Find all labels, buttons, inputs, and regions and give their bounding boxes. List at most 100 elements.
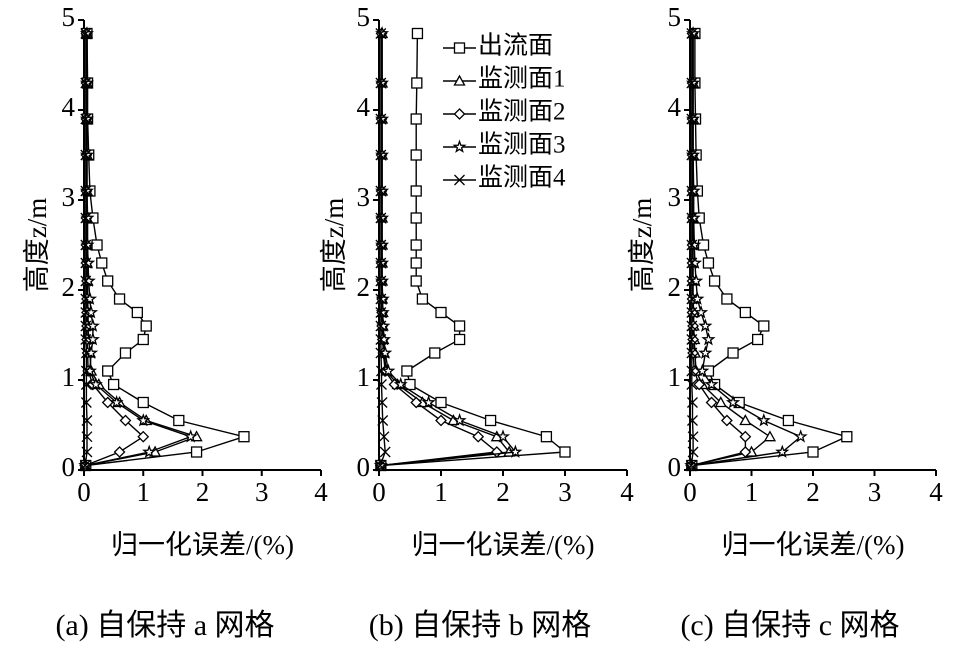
- x-tick-label: 2: [496, 477, 510, 507]
- marker: [686, 334, 698, 345]
- marker: [375, 185, 387, 197]
- marker: [687, 397, 698, 408]
- x-tick-label: 1: [745, 477, 759, 507]
- marker: [508, 444, 523, 458]
- marker: [411, 27, 424, 40]
- marker: [375, 334, 387, 345]
- marker: [375, 347, 387, 359]
- marker: [378, 431, 390, 443]
- marker: [697, 239, 710, 251]
- marker: [739, 430, 752, 443]
- x-tick-label: 3: [255, 477, 269, 507]
- marker: [137, 333, 149, 346]
- legend-label: 监测面3: [478, 131, 566, 159]
- y-tick-label: 5: [668, 2, 682, 32]
- y-tick-label: 4: [62, 92, 76, 122]
- x-tick-label: 3: [868, 477, 882, 507]
- marker: [695, 363, 710, 377]
- x-tick-label: 0: [683, 477, 697, 507]
- marker: [410, 185, 422, 197]
- marker: [687, 446, 699, 458]
- marker: [190, 446, 203, 458]
- marker: [80, 334, 92, 345]
- marker: [435, 396, 447, 409]
- x-axis-label: 归一化误差/(%): [111, 530, 294, 560]
- marker: [81, 446, 93, 458]
- marker: [693, 378, 706, 391]
- marker: [484, 414, 497, 427]
- x-tick-label: 2: [806, 477, 820, 507]
- marker: [686, 275, 698, 287]
- marker: [739, 414, 752, 426]
- marker: [704, 377, 719, 391]
- marker: [375, 212, 387, 224]
- marker: [686, 113, 698, 125]
- marker: [401, 365, 413, 377]
- marker: [411, 77, 423, 89]
- marker: [758, 320, 770, 332]
- y-tick-label: 3: [668, 182, 682, 212]
- marker: [375, 320, 387, 332]
- x-tick-label: 0: [77, 477, 91, 507]
- marker: [756, 413, 771, 427]
- marker: [376, 365, 387, 377]
- y-tick-label: 2: [668, 272, 682, 302]
- marker: [113, 446, 126, 458]
- marker: [410, 275, 422, 287]
- marker: [416, 293, 429, 305]
- marker: [85, 332, 100, 346]
- marker: [686, 379, 698, 390]
- y-axis-label: 高度z/m: [627, 198, 657, 293]
- y-tick-label: 3: [62, 182, 76, 212]
- marker: [686, 320, 698, 332]
- marker: [686, 257, 698, 269]
- marker: [80, 239, 92, 251]
- marker: [375, 77, 387, 89]
- marker: [379, 446, 391, 458]
- legend-marker: [452, 139, 467, 153]
- marker: [80, 149, 92, 161]
- marker: [377, 415, 389, 426]
- marker: [686, 347, 698, 359]
- marker: [393, 377, 408, 391]
- marker: [453, 320, 466, 332]
- marker: [375, 307, 387, 318]
- y-tick-label: 4: [357, 92, 371, 122]
- marker: [410, 239, 422, 251]
- y-tick-label: 2: [357, 272, 371, 302]
- marker: [375, 149, 387, 161]
- x-axis-label: 归一化误差/(%): [722, 530, 905, 560]
- marker: [80, 397, 92, 408]
- marker: [453, 333, 466, 346]
- marker: [80, 379, 92, 390]
- marker: [495, 429, 511, 443]
- caption: (b) 自保持 b 网格: [369, 609, 591, 642]
- marker: [80, 257, 92, 269]
- y-tick-label: 1: [62, 362, 76, 392]
- marker: [80, 365, 92, 377]
- marker: [375, 293, 387, 305]
- marker: [686, 28, 698, 39]
- marker: [80, 293, 92, 305]
- marker: [686, 365, 698, 377]
- marker: [374, 460, 386, 471]
- legend-label: 监测面2: [478, 98, 566, 126]
- marker: [81, 431, 93, 443]
- marker: [404, 378, 416, 391]
- marker: [102, 365, 114, 377]
- marker: [752, 333, 764, 346]
- marker: [375, 275, 387, 287]
- marker: [763, 430, 777, 442]
- legend-label: 监测面4: [478, 164, 566, 192]
- y-tick-label: 1: [357, 362, 371, 392]
- marker: [686, 307, 698, 318]
- marker: [686, 212, 698, 224]
- x-tick-label: 1: [434, 477, 448, 507]
- y-tick-label: 0: [668, 452, 682, 482]
- marker: [435, 306, 447, 319]
- legend-marker: [454, 174, 465, 186]
- marker: [96, 257, 108, 269]
- marker: [686, 77, 698, 89]
- marker: [701, 332, 716, 346]
